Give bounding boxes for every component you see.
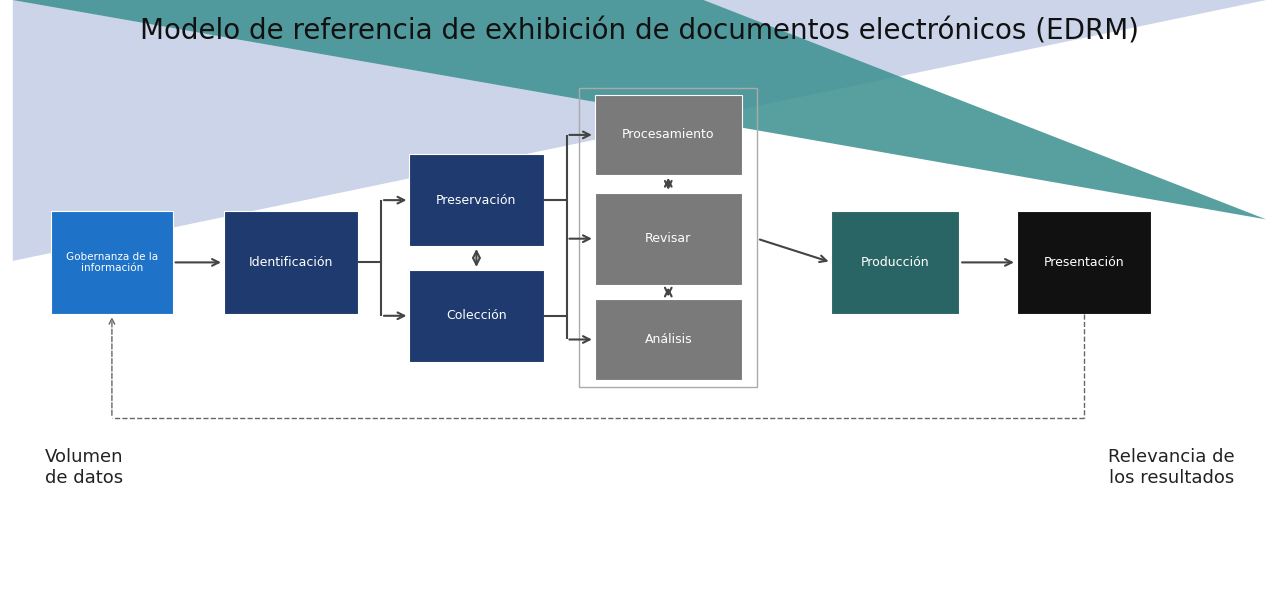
Text: Análisis: Análisis [645,333,692,346]
Text: Relevancia de
los resultados: Relevancia de los resultados [1108,448,1234,486]
FancyBboxPatch shape [409,154,544,246]
FancyBboxPatch shape [595,95,742,175]
FancyBboxPatch shape [831,211,959,314]
Text: Presentación: Presentación [1044,256,1124,269]
Text: Revisar: Revisar [645,232,692,245]
Text: Volumen
de datos: Volumen de datos [45,448,123,486]
FancyBboxPatch shape [51,211,173,314]
Text: Preservación: Preservación [436,194,517,206]
Text: Procesamiento: Procesamiento [622,129,715,141]
Text: Modelo de referencia de exhibición de documentos electrónicos (EDRM): Modelo de referencia de exhibición de do… [139,18,1140,46]
Text: Producción: Producción [861,256,930,269]
Polygon shape [13,0,1266,261]
Text: Colección: Colección [446,310,506,322]
FancyBboxPatch shape [1017,211,1151,314]
FancyBboxPatch shape [595,193,742,285]
FancyBboxPatch shape [595,299,742,380]
FancyBboxPatch shape [224,211,358,314]
FancyBboxPatch shape [409,270,544,362]
Text: Identificación: Identificación [249,256,333,269]
Text: Gobernanza de la
información: Gobernanza de la información [65,251,159,273]
Polygon shape [13,0,1266,219]
